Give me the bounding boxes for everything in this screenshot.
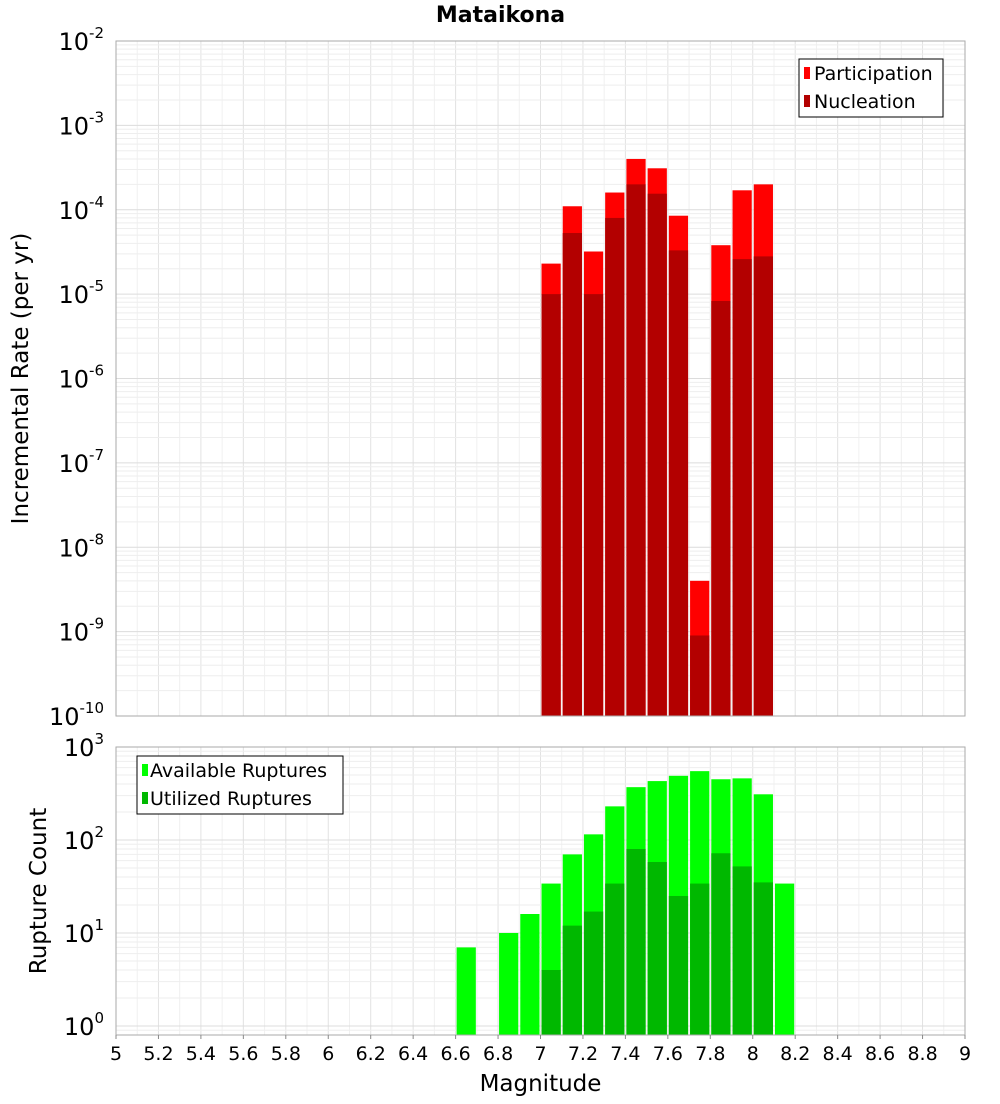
count-chart-bar-utilized-ruptures: [541, 969, 561, 1035]
count-chart-bar-available-ruptures: [499, 932, 519, 1035]
rate-legend-box: [798, 58, 944, 118]
count-chart-bar-utilized-ruptures: [562, 925, 582, 1035]
count-y-tick-label: 103: [64, 730, 104, 762]
x-tick-label: 8.2: [780, 1043, 810, 1065]
rate-chart-bar-nucleation: [583, 294, 604, 716]
rate-y-tick-label: 10-9: [58, 615, 104, 647]
count-chart-bar-utilized-ruptures: [668, 895, 689, 1035]
count-chart-bar-available-ruptures: [456, 947, 476, 1035]
x-tick-label: 5.8: [271, 1043, 301, 1065]
rate-y-tick-label: 10-2: [58, 24, 104, 56]
count-chart-bar-available-ruptures: [774, 883, 795, 1035]
rate-y-tick-label: 10-5: [58, 277, 104, 309]
x-tick-label: 8.6: [865, 1043, 895, 1065]
rate-chart-bar-nucleation: [711, 300, 731, 716]
x-tick-label: 5.6: [228, 1043, 258, 1065]
rate-y-tick-label: 10-3: [58, 108, 104, 140]
rate-legend-label-0: Participation: [814, 63, 933, 85]
chart-title: Mataikona: [436, 3, 565, 28]
x-tick-label: 7.8: [695, 1043, 725, 1065]
count-chart-bar-utilized-ruptures: [711, 853, 731, 1035]
count-chart-bar-utilized-ruptures: [647, 861, 667, 1035]
rate-chart-bar-nucleation: [626, 184, 646, 717]
x-tick-label: 6.2: [356, 1043, 386, 1065]
count-chart-bar-utilized-ruptures: [605, 883, 625, 1035]
x-tick-label: 8.4: [823, 1043, 853, 1065]
rate-y-tick-label: 10-6: [58, 362, 104, 394]
count-chart-bar-utilized-ruptures: [690, 883, 710, 1035]
x-tick-label: 5.2: [143, 1043, 173, 1065]
count-legend-swatch-1: [142, 792, 148, 804]
x-tick-label: 6: [322, 1043, 334, 1065]
rate-chart-frame: [115, 40, 966, 717]
x-tick-label: 6.6: [440, 1043, 470, 1065]
rate-chart-bar-nucleation: [562, 233, 582, 716]
rate-y-tick-label: 10-4: [58, 193, 104, 225]
x-tick-label: 9: [959, 1043, 971, 1065]
count-legend-box: [136, 755, 344, 815]
rate-chart-bar-nucleation: [605, 217, 625, 716]
count-y-tick-label: 100: [64, 1009, 104, 1041]
count-chart-bar-utilized-ruptures: [583, 911, 604, 1035]
count-chart-bar-utilized-ruptures: [626, 849, 646, 1035]
rate-y-axis-label: Incremental Rate (per yr): [8, 233, 34, 525]
x-tick-label: 5: [110, 1043, 122, 1065]
x-tick-label: 8.8: [907, 1043, 937, 1065]
x-tick-label: 5.4: [186, 1043, 216, 1065]
count-legend-swatch-0: [142, 764, 148, 776]
rate-y-tick-label: 10-8: [58, 530, 104, 562]
count-y-axis-label: Rupture Count: [26, 808, 52, 974]
x-tick-label: 8: [747, 1043, 759, 1065]
rate-chart-bar-nucleation: [647, 193, 667, 716]
rate-chart-bar-nucleation: [541, 294, 561, 716]
rate-y-tick-label: 10-10: [49, 699, 104, 731]
x-tick-label: 7.2: [568, 1043, 598, 1065]
count-chart-bar-utilized-ruptures: [753, 882, 773, 1035]
rate-chart-bar-nucleation: [668, 250, 689, 717]
x-tick-label: 6.8: [483, 1043, 513, 1065]
count-chart-bar-utilized-ruptures: [732, 866, 752, 1035]
rate-legend-label-1: Nucleation: [814, 91, 916, 113]
rate-chart-bar-nucleation: [690, 635, 710, 716]
rate-chart-bar-nucleation: [732, 259, 752, 716]
x-tick-label: 7: [534, 1043, 546, 1065]
count-y-tick-label: 102: [64, 823, 104, 855]
count-legend-label-0: Available Ruptures: [150, 760, 327, 782]
count-legend-label-1: Utilized Ruptures: [150, 788, 312, 810]
x-tick-label: 6.4: [398, 1043, 428, 1065]
rate-legend-swatch-1: [804, 95, 810, 107]
x-axis-label: Magnitude: [480, 1071, 602, 1097]
rate-chart-bar-nucleation: [753, 256, 773, 716]
rate-y-tick-label: 10-7: [58, 446, 104, 478]
x-tick-label: 7.4: [610, 1043, 640, 1065]
count-y-tick-label: 101: [64, 916, 104, 948]
rate-legend-swatch-0: [804, 67, 810, 79]
x-tick-label: 7.6: [653, 1043, 683, 1065]
count-chart-bar-available-ruptures: [520, 914, 540, 1035]
